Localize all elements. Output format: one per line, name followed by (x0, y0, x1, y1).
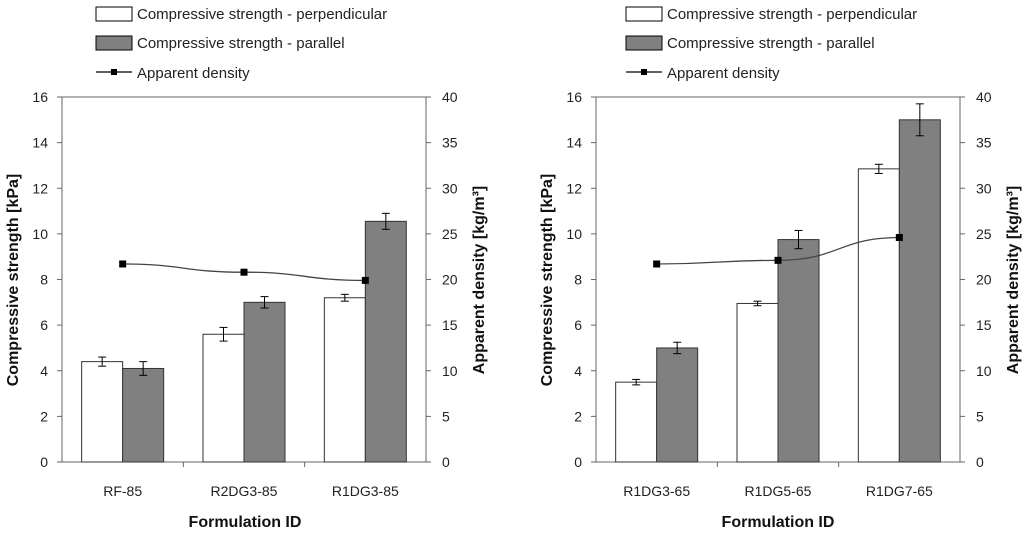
y-tick-label: 2 (40, 408, 48, 424)
density-point (119, 260, 127, 268)
legend-swatch-parallel (95, 35, 133, 51)
legend-label-parallel: Compressive strength - parallel (667, 35, 875, 52)
y2-tick-label: 0 (442, 454, 450, 470)
y-tick-label: 16 (32, 89, 48, 105)
bar-parallel (364, 220, 407, 463)
bar-parallel (243, 301, 286, 463)
legend-swatch-perpendicular (95, 6, 133, 22)
y2-tick-label: 35 (442, 135, 458, 151)
chart-panel-right: Compressive strength - perpendicular Com… (539, 6, 1022, 531)
y-tick-label: 10 (566, 226, 582, 242)
y2-tick-label: 25 (976, 226, 992, 242)
y-axis-title: Compressive strength [kPa] (5, 174, 22, 387)
bar-perpendicular (615, 381, 658, 463)
y2-tick-label: 15 (976, 317, 992, 333)
y2-tick-label: 0 (976, 454, 984, 470)
y2-tick-label: 5 (442, 408, 450, 424)
y2-tick-label: 10 (442, 363, 458, 379)
y-tick-label: 8 (574, 272, 582, 288)
legend-label-parallel: Compressive strength - parallel (137, 35, 345, 52)
legend-swatch-parallel (625, 35, 663, 51)
bar-parallel (777, 239, 820, 463)
x-tick-label: R1DG3-65 (623, 483, 690, 499)
bar-parallel (656, 347, 699, 463)
chart-panel-left: Compressive strength - perpendicular Com… (5, 6, 488, 531)
bar-perpendicular (736, 302, 779, 463)
y-tick-label: 0 (40, 454, 48, 470)
density-point (653, 260, 661, 268)
y-tick-label: 10 (32, 226, 48, 242)
bar-perpendicular (857, 168, 900, 463)
x-tick-label: R1DG3-85 (332, 483, 399, 499)
y-tick-label: 14 (566, 135, 582, 151)
y2-tick-label: 10 (976, 363, 992, 379)
density-point (240, 268, 248, 276)
y-tick-label: 6 (574, 317, 582, 333)
y-tick-label: 14 (32, 135, 48, 151)
y2-tick-label: 5 (976, 408, 984, 424)
bar-perpendicular (202, 333, 245, 463)
y-tick-label: 12 (32, 180, 48, 196)
x-tick-label: R1DG7-65 (866, 483, 933, 499)
bar-perpendicular (323, 297, 366, 463)
y2-tick-label: 15 (442, 317, 458, 333)
y2-tick-label: 20 (442, 272, 458, 288)
legend-swatch-perpendicular (625, 6, 663, 22)
legend-label-perpendicular: Compressive strength - perpendicular (667, 6, 917, 23)
y-axis-title: Compressive strength [kPa] (539, 174, 556, 387)
y2-axis-title: Apparent density [kg/m³] (471, 186, 488, 374)
y-tick-label: 8 (40, 272, 48, 288)
y2-tick-label: 40 (442, 89, 458, 105)
x-axis-title: Formulation ID (722, 514, 835, 531)
y-tick-label: 4 (40, 363, 48, 379)
x-tick-label: R1DG5-65 (745, 483, 812, 499)
y2-tick-label: 35 (976, 135, 992, 151)
legend: Compressive strength - perpendicular Com… (625, 6, 917, 82)
y-tick-label: 12 (566, 180, 582, 196)
legend-marker-density (641, 69, 647, 75)
y2-tick-label: 30 (976, 180, 992, 196)
density-point (895, 234, 903, 242)
y2-axis-title: Apparent density [kg/m³] (1005, 186, 1022, 374)
legend-label-density: Apparent density (667, 65, 780, 82)
y-tick-label: 0 (574, 454, 582, 470)
bar-parallel (122, 367, 165, 463)
legend-label-density: Apparent density (137, 65, 250, 82)
y-tick-label: 2 (574, 408, 582, 424)
legend-marker-density (111, 69, 117, 75)
legend: Compressive strength - perpendicular Com… (95, 6, 387, 82)
legend-label-perpendicular: Compressive strength - perpendicular (137, 6, 387, 23)
y-tick-label: 6 (40, 317, 48, 333)
y2-tick-label: 30 (442, 180, 458, 196)
density-point (361, 276, 369, 284)
y2-tick-label: 40 (976, 89, 992, 105)
y-tick-label: 16 (566, 89, 582, 105)
bar-parallel (898, 119, 941, 463)
y2-tick-label: 25 (442, 226, 458, 242)
y2-tick-label: 20 (976, 272, 992, 288)
bar-perpendicular (81, 361, 124, 463)
y-tick-label: 4 (574, 363, 582, 379)
x-tick-label: R2DG3-85 (211, 483, 278, 499)
x-axis-title: Formulation ID (189, 514, 302, 531)
density-point (774, 256, 782, 264)
x-tick-label: RF-85 (103, 483, 142, 499)
